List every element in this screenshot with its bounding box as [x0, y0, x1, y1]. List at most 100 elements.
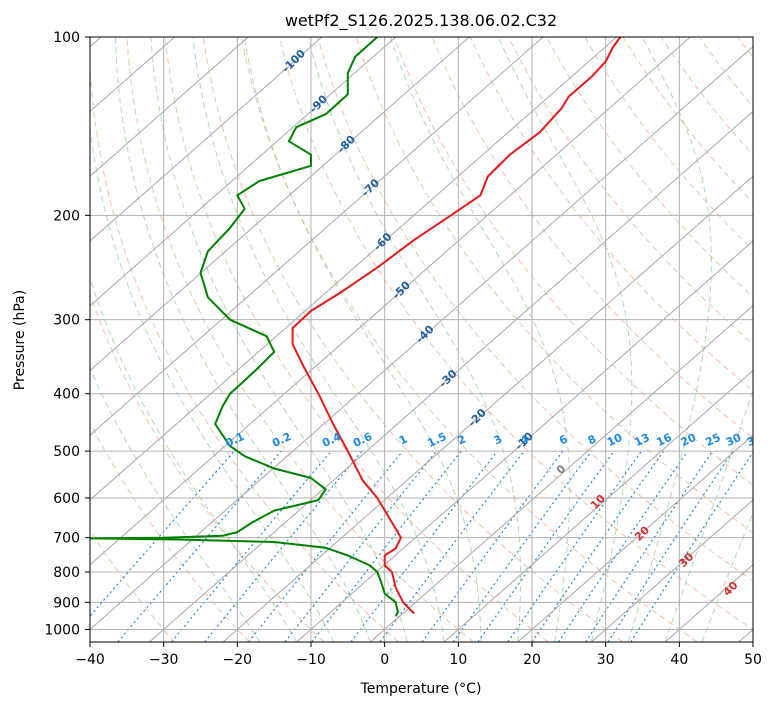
- dry-adiabat-line: [279, 37, 753, 631]
- dry-adiabat-line: [90, 421, 250, 642]
- mixing-ratio-line: [117, 450, 282, 642]
- moist-adiabat-label: 10: [588, 492, 608, 512]
- dry-adiabat-line: [317, 37, 753, 582]
- moist-adiabat-line: [701, 511, 753, 642]
- dry-adiabat-line: [431, 37, 753, 439]
- x-tick-label: 40: [670, 652, 688, 668]
- y-tick-label: 100: [53, 30, 80, 46]
- mixing-ratio-label: 25: [703, 431, 722, 449]
- mixing-ratio-label: 20: [679, 431, 699, 449]
- mixing-ratio-line: [379, 450, 525, 642]
- mixing-ratio-line: [90, 450, 235, 617]
- moist-adiabat-line: [627, 37, 712, 642]
- mixing-ratio-label: 0.4: [320, 430, 343, 450]
- y-tick-label: 400: [53, 387, 80, 403]
- y-tick-label: 600: [53, 491, 80, 507]
- x-tick-label: 0: [380, 652, 389, 668]
- mixing-ratio-label: 30: [724, 431, 744, 449]
- x-tick-label: −40: [75, 652, 105, 668]
- mixing-ratio-label: 13: [632, 431, 651, 449]
- dry-adiabat-line: [90, 293, 325, 642]
- skewed-isotherms: [90, 37, 753, 642]
- dry-adiabat-line: [698, 37, 753, 108]
- dry-adiabat-line: [660, 37, 753, 156]
- dry-adiabat-line: [622, 37, 753, 204]
- isotherm-label: -100: [279, 47, 308, 76]
- x-axis-ticks: −40 −30 −20 −10 0 10 20 30 40 50: [75, 642, 762, 668]
- dry-adiabat-line: [584, 37, 753, 251]
- dry-adiabat-line: [393, 37, 753, 486]
- mixing-ratio-line: [421, 450, 564, 642]
- mixing-ratio-label: 2: [456, 432, 468, 447]
- mixing-ratio-lines: [90, 450, 753, 642]
- moist-adiabat-line: [243, 37, 482, 642]
- isotherm-line: [149, 110, 753, 642]
- dry-adiabat-line: [126, 37, 474, 642]
- temperature-line: [291, 37, 622, 615]
- sounding-series: [90, 37, 622, 617]
- plot-frame: [89, 36, 754, 643]
- y-axis-ticks: 100 200 300 400 500 600 700 800 900 1000: [44, 30, 90, 638]
- mixing-ratio-line: [350, 450, 498, 642]
- isotherm-line: [90, 37, 544, 436]
- isotherm-line: [90, 46, 753, 631]
- dry-adiabat-line: [90, 529, 175, 642]
- dry-adiabats: [90, 37, 753, 642]
- moist-adiabat-label: 40: [721, 579, 741, 599]
- y-tick-label: 500: [53, 444, 80, 460]
- dewpoint-line: [90, 37, 399, 617]
- moist-adiabats: [90, 37, 753, 642]
- x-tick-label: −10: [296, 652, 326, 668]
- y-axis-label: Pressure (hPa): [12, 290, 28, 390]
- mixing-ratio-line: [477, 450, 615, 642]
- mixing-ratio-line: [204, 450, 363, 642]
- y-tick-label: 800: [53, 565, 80, 581]
- dry-adiabat-line: [240, 37, 698, 642]
- y-tick-label: 900: [53, 595, 80, 611]
- moist-adiabat-line: [90, 123, 335, 642]
- mixing-ratio-line: [585, 450, 713, 642]
- moist-adiabat-line: [90, 367, 261, 642]
- isotherm-line: [222, 175, 753, 642]
- line-annotations: -100-90-80-70-60-50-40-30-20-100.1 0.2 0.4…: [223, 47, 765, 599]
- y-tick-label: 300: [53, 313, 80, 329]
- y-tick-label: 1000: [44, 622, 80, 638]
- mixing-ratio-line: [607, 450, 734, 642]
- moist-adiabat-line: [664, 388, 753, 642]
- isotherm-line: [90, 37, 323, 242]
- mixing-ratio-line: [248, 450, 404, 642]
- x-tick-label: 10: [449, 652, 467, 668]
- mixing-ratio-line: [531, 450, 665, 642]
- mixing-ratio-line: [557, 450, 689, 642]
- pressure-gridlines: [90, 37, 753, 630]
- y-tick-label: 200: [53, 208, 80, 224]
- x-tick-label: −30: [149, 652, 179, 668]
- isotherm-line: [90, 37, 396, 307]
- mixing-ratio-label: 8: [586, 432, 598, 447]
- moist-adiabat-line: [90, 276, 298, 642]
- isotherm-line: [296, 240, 753, 642]
- mixing-ratio-label: 16: [654, 431, 674, 449]
- moist-adiabat-line: [389, 37, 571, 642]
- isotherm-line: [90, 37, 691, 566]
- chart-title: wetPf2_S126.2025.138.06.02.C32: [285, 11, 557, 31]
- moist-adiabat-line: [497, 37, 633, 642]
- mixing-ratio-line: [507, 450, 642, 642]
- mixing-ratio-line: [452, 450, 592, 642]
- y-tick-label: 700: [53, 531, 80, 547]
- mixing-ratio-label: 0.2: [270, 430, 293, 450]
- isotherm-line: [370, 305, 753, 642]
- x-tick-label: −20: [223, 652, 253, 668]
- isotherm-line: [443, 369, 753, 642]
- mixing-ratio-label: 3: [492, 432, 504, 447]
- mixing-ratio-label: 0.1: [223, 430, 246, 450]
- moist-adiabat-line: [307, 37, 522, 642]
- mixing-ratio-label: 36: [745, 431, 765, 449]
- isotherm-line: [738, 628, 753, 642]
- isotherm-line: [664, 564, 753, 642]
- mixing-ratio-label: 1: [397, 432, 409, 447]
- dry-adiabat-line: [90, 58, 399, 642]
- moist-adiabat-line: [150, 37, 408, 642]
- mixing-ratio-line: [630, 451, 753, 642]
